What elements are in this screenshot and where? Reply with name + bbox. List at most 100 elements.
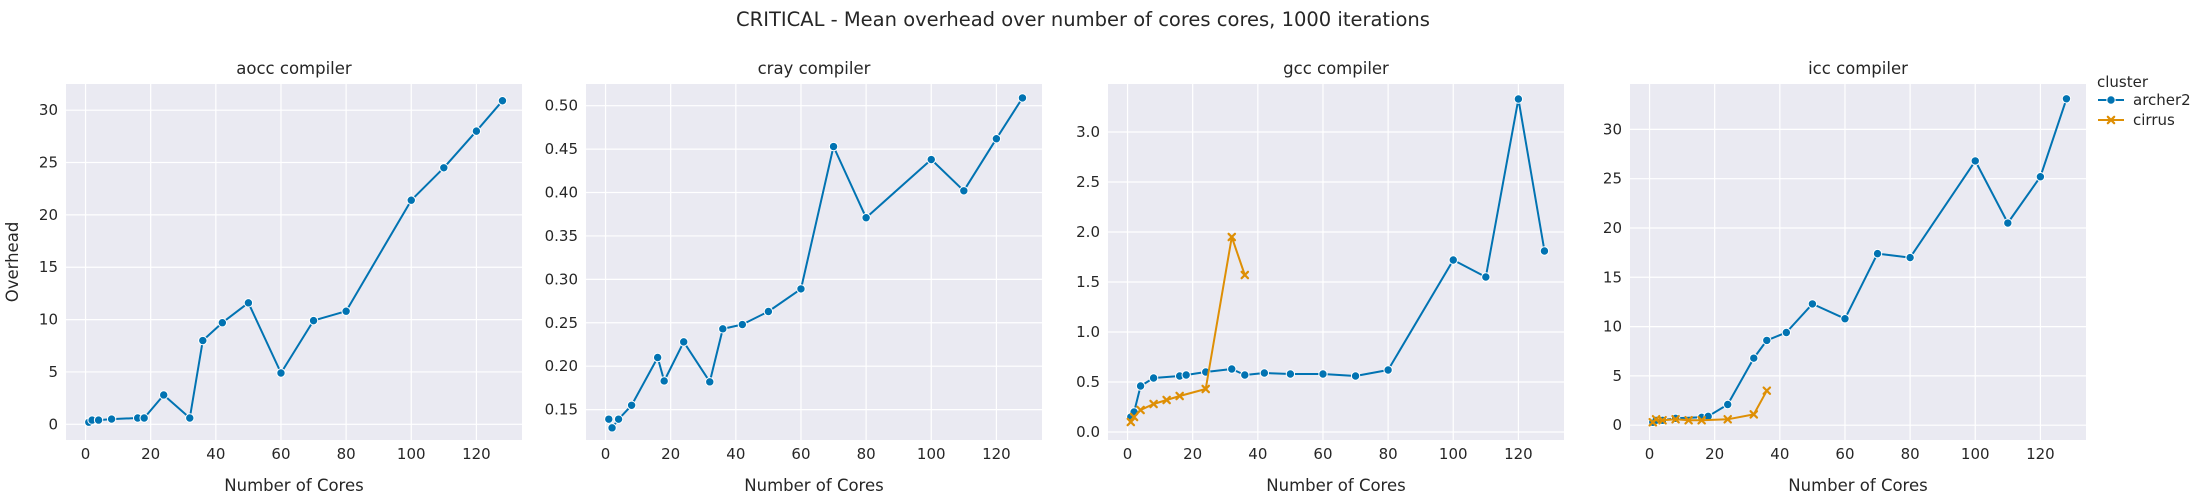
data-point-archer2 bbox=[2003, 218, 2013, 228]
data-point-cirrus bbox=[1658, 415, 1667, 425]
panel-title: gcc compiler bbox=[1283, 59, 1389, 78]
data-point-archer2 bbox=[276, 368, 286, 378]
x-tick-label: 0 bbox=[81, 445, 91, 463]
x-tick-label: 120 bbox=[2026, 445, 2055, 463]
x-tick-label: 40 bbox=[1248, 445, 1267, 463]
y-tick-label: 20 bbox=[1603, 219, 1622, 237]
y-tick-label: 30 bbox=[1603, 120, 1622, 138]
data-point-cirrus bbox=[1651, 414, 1661, 424]
data-point-cirrus bbox=[1201, 384, 1211, 394]
y-tick-label: 2.0 bbox=[1076, 223, 1100, 241]
panel-0: 0 20 40 60 80 100 120 0 5 10 15 20 25 30 aocc compiler… bbox=[3, 59, 522, 495]
data-point-archer2 bbox=[1135, 381, 1146, 391]
x-tick-label: 60 bbox=[271, 445, 290, 463]
y-tick-label: 20 bbox=[39, 206, 58, 224]
data-point-cirrus bbox=[1749, 410, 1759, 419]
x-tick-label: 80 bbox=[1379, 445, 1398, 463]
y-tick-label: 1.5 bbox=[1076, 273, 1100, 291]
data-point-archer2 bbox=[1240, 370, 1250, 380]
data-point-archer2 bbox=[1840, 314, 1850, 324]
data-point-archer2 bbox=[1970, 156, 1980, 166]
x-tick-label: 20 bbox=[661, 445, 680, 463]
data-point-archer2 bbox=[1539, 246, 1550, 256]
data-point-archer2 bbox=[1148, 373, 1159, 383]
data-point-archer2 bbox=[679, 337, 689, 347]
x-tick-label: 120 bbox=[982, 445, 1011, 463]
data-point-archer2 bbox=[1807, 299, 1818, 309]
legend-label: archer2 bbox=[2133, 91, 2191, 109]
data-point-archer2 bbox=[1350, 371, 1361, 381]
data-point-cirrus bbox=[1240, 270, 1250, 280]
data-point-archer2 bbox=[1762, 335, 1772, 346]
legend-title: cluster bbox=[2097, 73, 2149, 91]
y-tick-label: 0.0 bbox=[1076, 423, 1100, 441]
x-tick-label: 0 bbox=[601, 445, 611, 463]
data-point-archer2 bbox=[243, 298, 254, 308]
data-point-archer2 bbox=[1227, 364, 1237, 374]
x-tick-label: 0 bbox=[1645, 445, 1655, 463]
data-point-archer2 bbox=[607, 423, 617, 433]
y-tick-label: 25 bbox=[1603, 170, 1622, 188]
data-point-cirrus bbox=[1136, 405, 1145, 415]
data-point-archer2 bbox=[718, 324, 728, 334]
x-tick-label: 0 bbox=[1123, 445, 1133, 463]
data-point-archer2 bbox=[1905, 252, 1915, 263]
data-point-archer2 bbox=[217, 318, 228, 328]
x-tick-label: 100 bbox=[1439, 445, 1468, 463]
x-tick-label: 40 bbox=[206, 445, 225, 463]
legend-item-archer2: archer2 bbox=[2098, 91, 2191, 109]
chart-legend: cluster archer2 cirrus bbox=[2097, 73, 2191, 129]
data-point-cirrus bbox=[1126, 417, 1136, 427]
data-point-archer2 bbox=[93, 415, 104, 425]
y-tick-label: 10 bbox=[1603, 318, 1622, 336]
x-tick-label: 80 bbox=[1901, 445, 1920, 463]
panel-2: 0 20 40 60 80 100 120 0.0 0.5 1.0 1.5 2.0 2.5 3.0 gcc … bbox=[1076, 59, 1564, 495]
data-point-archer2 bbox=[406, 195, 416, 205]
plot-area bbox=[1630, 84, 2086, 440]
data-point-cirrus bbox=[1697, 415, 1706, 425]
x-tick-label: 20 bbox=[1705, 445, 1724, 463]
x-tick-label: 60 bbox=[791, 445, 810, 463]
data-point-archer2 bbox=[497, 96, 508, 106]
legend-items: archer2 cirrus bbox=[2098, 91, 2191, 129]
legend-item-cirrus: cirrus bbox=[2098, 111, 2175, 129]
data-point-cirrus bbox=[1149, 399, 1158, 409]
data-point-archer2 bbox=[1513, 94, 1524, 104]
data-point-archer2 bbox=[959, 186, 969, 196]
x-tick-label: 20 bbox=[141, 445, 160, 463]
y-tick-label: 0.30 bbox=[545, 270, 578, 288]
y-tick-label: 1.0 bbox=[1076, 323, 1100, 341]
data-point-archer2 bbox=[613, 414, 624, 424]
y-tick-label: 15 bbox=[1603, 268, 1622, 286]
x-axis-label: Number of Cores bbox=[224, 476, 363, 495]
x-axis-label: Number of Cores bbox=[1788, 476, 1927, 495]
panel-title: cray compiler bbox=[758, 59, 871, 78]
data-point-archer2 bbox=[659, 376, 669, 386]
legend-marker bbox=[2106, 95, 2116, 105]
legend-label: cirrus bbox=[2133, 111, 2175, 129]
y-tick-label: 0.15 bbox=[545, 401, 578, 419]
panel-title: icc compiler bbox=[1808, 59, 1908, 78]
data-point-cirrus bbox=[1227, 232, 1237, 242]
data-point-archer2 bbox=[1781, 327, 1792, 338]
x-tick-label: 40 bbox=[1770, 445, 1789, 463]
panel-1: 0 20 40 60 80 100 120 0.15 0.20 0.25 0.30 0.35 0.40 0… bbox=[545, 59, 1042, 495]
legend-marker bbox=[2106, 115, 2116, 125]
x-tick-label: 120 bbox=[462, 445, 491, 463]
data-point-archer2 bbox=[926, 154, 936, 165]
data-point-archer2 bbox=[439, 163, 449, 173]
data-point-archer2 bbox=[1259, 368, 1270, 378]
y-tick-label: 0.40 bbox=[545, 184, 578, 202]
y-tick-label: 0.45 bbox=[545, 140, 578, 158]
series-archer2 bbox=[84, 96, 508, 427]
data-point-archer2 bbox=[604, 414, 614, 424]
y-tick-label: 2.5 bbox=[1076, 173, 1100, 191]
data-point-archer2 bbox=[652, 352, 663, 363]
y-tick-label: 10 bbox=[39, 311, 58, 329]
y-tick-label: 0.25 bbox=[545, 314, 578, 332]
data-point-cirrus bbox=[1723, 414, 1733, 424]
x-tick-label: 80 bbox=[337, 445, 356, 463]
